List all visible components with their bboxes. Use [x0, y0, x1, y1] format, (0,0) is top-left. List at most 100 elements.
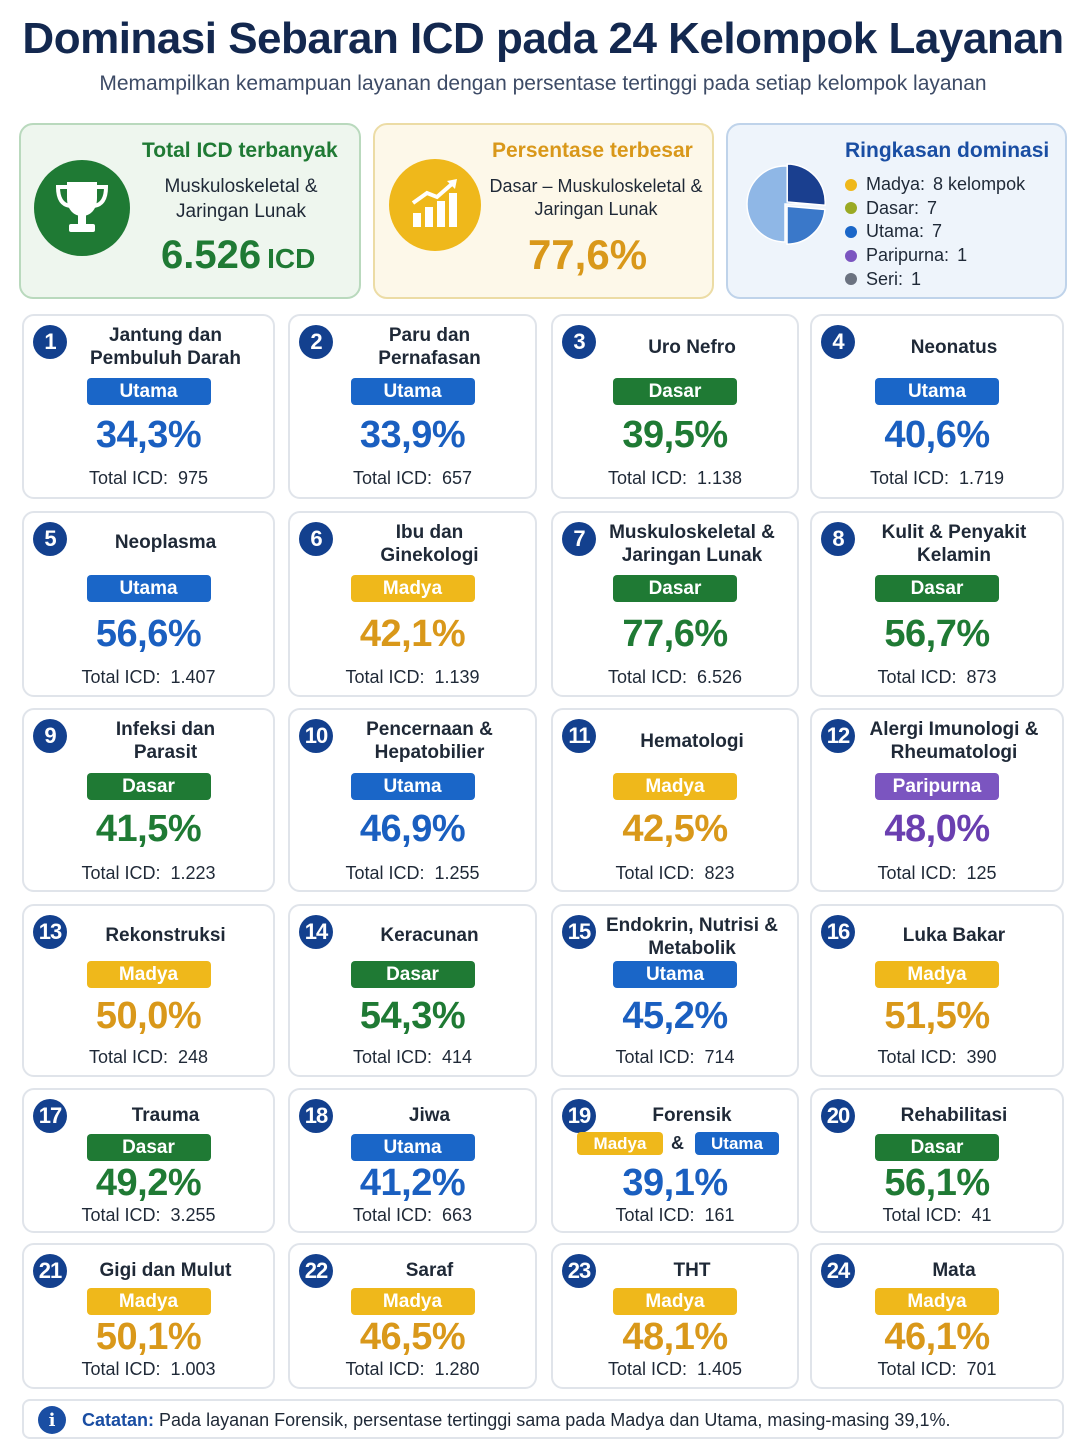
card-title-line: Pencernaan & — [366, 719, 493, 740]
level-badge: Madya — [613, 1288, 737, 1315]
card-number: 3 — [562, 325, 596, 359]
level-badge: Dasar — [86, 773, 211, 800]
service-card: 16 Luka Bakar Madya 51,5% Total ICD: 390 — [810, 904, 1064, 1077]
level-badge: Utama — [86, 378, 211, 405]
percentage-value: 50,0% — [95, 995, 202, 1037]
card-number: 24 — [821, 1254, 855, 1288]
level-badge: Dasar — [86, 1134, 211, 1161]
card-number: 5 — [33, 522, 67, 556]
total-icd-value: 1.255 — [434, 863, 480, 883]
legend-value: 7 — [927, 197, 938, 218]
info-icon: i — [38, 1406, 66, 1434]
card-title-line: Mata — [932, 1260, 976, 1281]
summary-dominance: Ringkasan dominasi Madya: 8 kelompok Dasar… — [726, 123, 1067, 299]
level-badge: Dasar — [875, 575, 999, 602]
card-number: 11 — [562, 719, 596, 753]
total-icd-value: 248 — [177, 1047, 209, 1067]
dominance-pie — [746, 163, 826, 245]
card-title-line: Jantung dan — [109, 325, 222, 346]
service-card: 7 Muskuloskeletal & Jaringan Lunak Dasar 77,… — [551, 511, 799, 697]
level-badge: Utama — [350, 1134, 475, 1161]
legend-label: Dasar: — [866, 197, 920, 218]
percentage-value: 41,2% — [359, 1162, 466, 1204]
service-card: 11 Hematologi Madya 42,5% Total ICD: 823 — [551, 708, 799, 892]
level-badge: Utama — [86, 575, 211, 602]
percentage-value: 51,5% — [884, 995, 990, 1037]
total-icd: Total ICD: 1.719 — [812, 468, 1062, 489]
percentage-value: 54,3% — [359, 995, 466, 1037]
ampersand: & — [671, 1133, 684, 1153]
total-icd: Total ICD: 414 — [290, 1047, 535, 1068]
level-badge: Dasar — [350, 961, 475, 988]
total-icd: Total ICD: 248 — [24, 1047, 273, 1068]
total-icd-value: 975 — [177, 468, 209, 488]
card-title-line: Kelamin — [917, 545, 991, 566]
trophy-icon — [34, 160, 130, 256]
card-title: Endokrin, Nutrisi & Metabolik — [597, 914, 787, 960]
card-title-line: Ginekologi — [380, 545, 479, 566]
total-icd: Total ICD: 975 — [24, 468, 273, 489]
percentage-value: 42,5% — [622, 808, 728, 850]
percentage-value: 40,6% — [884, 414, 990, 456]
percentage-value: 49,2% — [95, 1162, 202, 1204]
percentage-value: 50,1% — [95, 1316, 202, 1358]
total-icd-value: 1.223 — [170, 863, 216, 883]
service-card: 8 Kulit & Penyakit Kelamin Dasar 56,7% Total … — [810, 511, 1064, 697]
total-icd: Total ICD: 41 — [812, 1205, 1062, 1226]
total-icd-value: 1.405 — [696, 1359, 743, 1379]
card-title: Neoplasma — [68, 531, 263, 554]
summary-heading: Total ICD terbanyak — [142, 139, 338, 162]
total-icd-value: 823 — [704, 863, 735, 883]
total-icd: Total ICD: 390 — [812, 1047, 1062, 1068]
card-number: 12 — [821, 719, 855, 753]
legend-dot — [845, 273, 857, 286]
card-title-line: Parasit — [133, 742, 198, 763]
card-number: 4 — [821, 325, 855, 359]
total-icd: Total ICD: 1.139 — [290, 667, 535, 688]
card-title: Forensik — [597, 1104, 787, 1127]
total-icd: Total ICD: 701 — [812, 1359, 1062, 1380]
total-icd-label: Total ICD: — [81, 863, 161, 883]
total-icd-label: Total ICD: — [81, 667, 161, 687]
card-title-line: Neonatus — [910, 337, 998, 358]
card-title-line: Paru dan — [388, 325, 471, 346]
service-card: 18 Jiwa Utama 41,2% Total ICD: 663 — [288, 1088, 537, 1233]
legend-dot — [845, 202, 857, 215]
percentage-value: 56,7% — [884, 613, 990, 655]
percentage-value: 77,6% — [622, 613, 728, 655]
card-title: Jiwa — [334, 1104, 525, 1127]
summary-heading: Persentase terbesar — [492, 139, 693, 162]
level-badge: Dasar — [875, 1134, 999, 1161]
card-number: 6 — [299, 522, 333, 556]
total-icd-label: Total ICD: — [352, 468, 432, 488]
total-icd: Total ICD: 1.138 — [553, 468, 797, 489]
card-title: Luka Bakar — [856, 924, 1052, 947]
total-icd-label: Total ICD: — [81, 1205, 161, 1225]
card-title: Saraf — [334, 1259, 525, 1282]
total-icd-label: Total ICD: — [869, 468, 949, 488]
service-card: 4 Neonatus Utama 40,6% Total ICD: 1.719 — [810, 314, 1064, 499]
percentage-value: 46,9% — [359, 808, 466, 850]
level-badge: Utama — [613, 961, 737, 988]
total-icd: Total ICD: 1.405 — [553, 1359, 797, 1380]
card-title: Ibu dan Ginekologi — [334, 521, 525, 567]
percentage-value: 48,0% — [884, 808, 990, 850]
total-icd: Total ICD: 823 — [553, 863, 797, 884]
level-badge: Madya — [350, 575, 475, 602]
legend-item: Seri: 1 — [845, 267, 1025, 291]
note-text: Catatan: Pada layanan Forensik, persenta… — [82, 1410, 951, 1430]
card-number: 10 — [299, 719, 333, 753]
percentage-value: 33,9% — [359, 414, 466, 456]
card-title-line: Trauma — [131, 1105, 200, 1126]
total-icd-value: 41 — [971, 1205, 992, 1225]
card-title-line: Alergi Imunologi & — [869, 719, 1039, 740]
service-card: 3 Uro Nefro Dasar 39,5% Total ICD: 1.138 — [551, 314, 799, 499]
total-icd-label: Total ICD: — [615, 863, 695, 883]
card-number: 19 — [562, 1099, 596, 1133]
total-icd-label: Total ICD: — [88, 468, 168, 488]
pie-slice — [786, 205, 826, 245]
card-title-line: Metabolik — [648, 938, 736, 959]
page-title: Dominasi Sebaran ICD pada 24 Kelompok La… — [22, 14, 1064, 63]
percentage-value: 56,6% — [95, 613, 202, 655]
percentage-value: 42,1% — [359, 613, 466, 655]
